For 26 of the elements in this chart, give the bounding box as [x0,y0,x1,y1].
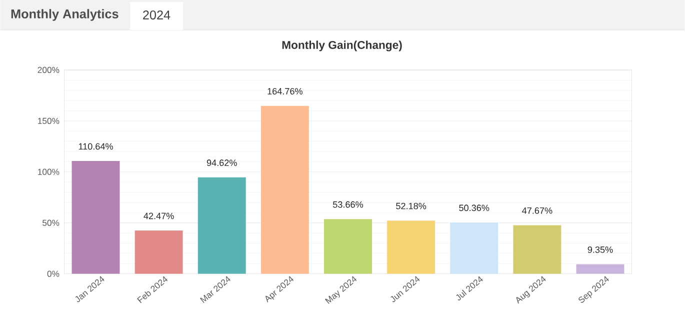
y-tick-label: 150% [38,118,60,124]
data-label: 52.18% [396,202,426,210]
data-label: 47.67% [522,208,552,214]
bar [450,222,498,274]
bar [260,106,309,274]
data-label: 53.66% [332,201,364,208]
bar [134,230,183,274]
bar [576,264,624,274]
data-label: 164.76% [268,88,302,95]
text: 2024 [143,10,170,20]
bar [387,220,436,274]
bar [72,161,120,274]
y-tick-label: 200% [38,67,60,74]
data-label: 42.47% [144,212,174,220]
data-label: 9.35% [588,246,613,254]
text: Monthly Analytics [11,9,118,22]
data-label: 94.62% [206,160,237,166]
y-tick-label: 100% [38,168,60,176]
data-label: 50.36% [459,204,490,212]
y-tick-label: 50% [42,220,60,226]
bar [513,225,562,274]
bar [324,219,372,274]
chart-title: Monthly Gain(Change) [282,40,402,52]
data-label: 110.64% [78,143,113,150]
bar [198,177,246,274]
y-tick-label: 0% [47,270,60,277]
